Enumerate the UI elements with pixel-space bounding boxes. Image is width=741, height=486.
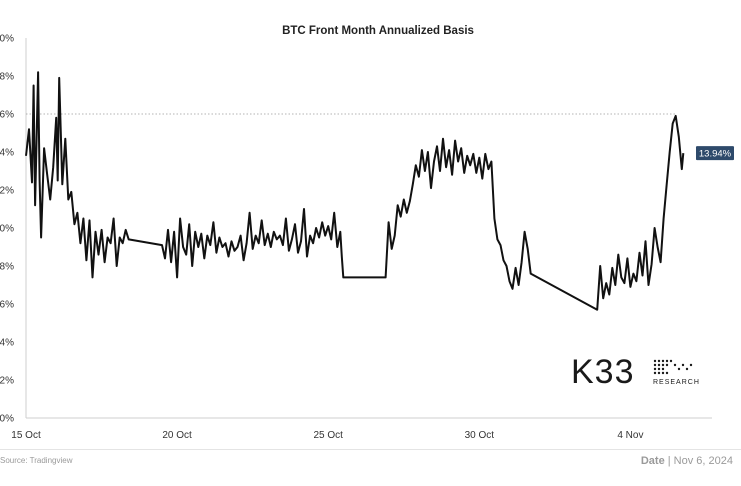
chart: BTC Front Month Annualized Basis 0% 2% 4% 6…	[0, 25, 734, 441]
footer-date-value: | Nov 6, 2024	[667, 455, 733, 467]
x-tick-label: 20 Oct	[162, 430, 192, 441]
basis-series-line	[25, 71, 685, 311]
last-value-label: 13.94%	[699, 148, 732, 159]
chart-title: BTC Front Month Annualized Basis	[282, 25, 474, 37]
footer-source: Source: Tradingview	[0, 456, 73, 465]
y-tick-label: 12%	[0, 186, 14, 197]
last-value-badge: 13.94%	[696, 146, 734, 161]
y-tick-label: 6%	[0, 300, 14, 311]
y-tick-label: 14%	[0, 148, 14, 159]
y-tick-label: 18%	[0, 72, 14, 83]
x-tick-label: 4 Nov	[617, 430, 643, 441]
y-tick-label: 2%	[0, 376, 14, 387]
last-value-badge-bg	[696, 146, 734, 161]
x-tick-label: 25 Oct	[313, 430, 343, 441]
y-tick-label: 20%	[0, 34, 14, 45]
logo-dot-grid-icon	[653, 359, 693, 375]
footer-divider	[0, 449, 741, 450]
y-tick-label: 4%	[0, 338, 14, 349]
y-tick-label: 16%	[0, 110, 14, 121]
footer-date-label: Date	[640, 455, 665, 467]
y-tick-label: 8%	[0, 262, 14, 273]
logo-wordmark: K33	[571, 353, 635, 391]
x-tick-label: 15 Oct	[11, 430, 41, 441]
x-tick-label: 30 Oct	[465, 430, 495, 441]
footer-date: Date | Nov 6, 2024	[641, 455, 733, 467]
y-tick-label: 10%	[0, 224, 14, 235]
logo-subtitle: RESEARCH	[653, 379, 700, 386]
y-tick-label: 0%	[0, 414, 14, 425]
